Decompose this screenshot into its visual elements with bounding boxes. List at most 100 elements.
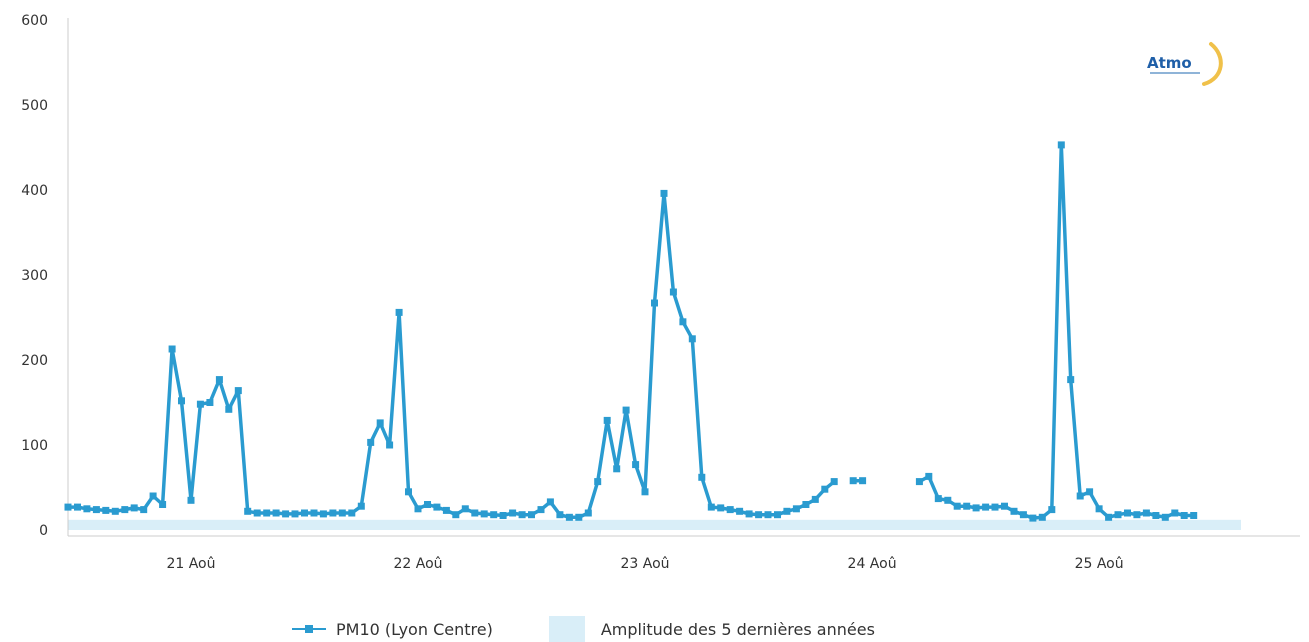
data-point[interactable] bbox=[953, 502, 961, 510]
data-point[interactable] bbox=[376, 419, 384, 427]
data-point[interactable] bbox=[651, 299, 658, 307]
data-point[interactable] bbox=[244, 507, 252, 515]
data-point[interactable] bbox=[915, 478, 923, 486]
data-point[interactable] bbox=[461, 505, 469, 513]
data-point[interactable] bbox=[329, 509, 337, 517]
data-point[interactable] bbox=[490, 511, 498, 519]
data-point[interactable] bbox=[1124, 509, 1131, 517]
data-point[interactable] bbox=[499, 512, 507, 519]
data-point[interactable] bbox=[282, 510, 290, 518]
data-point[interactable] bbox=[92, 506, 100, 514]
data-point[interactable] bbox=[225, 405, 233, 413]
data-point[interactable] bbox=[1001, 502, 1008, 510]
data-point[interactable] bbox=[471, 509, 479, 517]
data-point[interactable] bbox=[688, 335, 696, 343]
legend-item-series[interactable]: PM10 (Lyon Centre) bbox=[292, 620, 493, 639]
data-point[interactable] bbox=[480, 510, 488, 518]
data-point[interactable] bbox=[707, 503, 715, 511]
data-point[interactable] bbox=[1057, 141, 1065, 149]
data-point[interactable] bbox=[603, 416, 611, 424]
data-point[interactable] bbox=[1142, 509, 1150, 517]
data-point[interactable] bbox=[367, 438, 375, 446]
data-point[interactable] bbox=[859, 477, 867, 485]
data-point[interactable] bbox=[159, 501, 167, 508]
data-point[interactable] bbox=[196, 400, 204, 408]
data-point[interactable] bbox=[386, 441, 394, 449]
data-point[interactable] bbox=[1095, 505, 1103, 513]
data-point[interactable] bbox=[140, 506, 148, 514]
data-point[interactable] bbox=[717, 504, 725, 512]
data-point[interactable] bbox=[452, 511, 460, 519]
data-point[interactable] bbox=[792, 505, 800, 513]
data-point[interactable] bbox=[1180, 512, 1188, 519]
data-point[interactable] bbox=[1038, 513, 1046, 521]
data-point[interactable] bbox=[424, 501, 431, 508]
legend-item-band[interactable]: Amplitude des 5 dernières années bbox=[493, 616, 875, 642]
data-point[interactable] bbox=[726, 506, 734, 514]
data-point[interactable] bbox=[518, 511, 526, 519]
data-point[interactable] bbox=[130, 504, 138, 512]
data-point[interactable] bbox=[641, 488, 649, 496]
data-point[interactable] bbox=[442, 506, 450, 514]
data-point[interactable] bbox=[111, 507, 119, 515]
data-point[interactable] bbox=[272, 509, 280, 517]
data-point[interactable] bbox=[537, 506, 545, 514]
data-point[interactable] bbox=[745, 510, 753, 518]
data-point[interactable] bbox=[556, 511, 564, 519]
data-point[interactable] bbox=[1086, 488, 1094, 496]
data-point[interactable] bbox=[168, 345, 176, 353]
data-point[interactable] bbox=[584, 509, 592, 517]
data-point[interactable] bbox=[575, 513, 583, 521]
data-point[interactable] bbox=[528, 511, 535, 519]
data-point[interactable] bbox=[546, 498, 554, 506]
data-point[interactable] bbox=[301, 509, 308, 517]
data-point[interactable] bbox=[1133, 511, 1141, 519]
data-point[interactable] bbox=[253, 509, 261, 517]
data-point[interactable] bbox=[187, 496, 195, 504]
data-point[interactable] bbox=[83, 505, 91, 513]
data-point[interactable] bbox=[925, 472, 933, 480]
point-layer[interactable] bbox=[64, 141, 1198, 522]
data-point[interactable] bbox=[802, 501, 810, 508]
data-point[interactable] bbox=[783, 507, 791, 515]
data-point[interactable] bbox=[764, 511, 772, 519]
data-point[interactable] bbox=[1190, 512, 1198, 519]
data-point[interactable] bbox=[338, 509, 346, 517]
data-point[interactable] bbox=[64, 503, 72, 511]
data-point[interactable] bbox=[594, 478, 602, 486]
data-point[interactable] bbox=[178, 397, 185, 405]
data-point[interactable] bbox=[102, 506, 110, 514]
data-point[interactable] bbox=[1161, 513, 1169, 521]
data-point[interactable] bbox=[206, 399, 214, 406]
data-point[interactable] bbox=[982, 503, 990, 511]
data-point[interactable] bbox=[565, 513, 573, 521]
data-point[interactable] bbox=[1048, 506, 1056, 514]
data-point[interactable] bbox=[149, 492, 157, 500]
data-point[interactable] bbox=[963, 502, 971, 510]
data-point[interactable] bbox=[774, 511, 781, 519]
data-point[interactable] bbox=[1114, 511, 1122, 519]
data-point[interactable] bbox=[74, 503, 81, 511]
data-point[interactable] bbox=[433, 503, 441, 511]
data-point[interactable] bbox=[811, 495, 819, 503]
data-point[interactable] bbox=[310, 509, 318, 517]
data-point[interactable] bbox=[1171, 509, 1179, 517]
data-point[interactable] bbox=[622, 406, 630, 414]
data-point[interactable] bbox=[319, 510, 327, 518]
data-point[interactable] bbox=[830, 478, 838, 486]
data-point[interactable] bbox=[679, 318, 687, 326]
data-point[interactable] bbox=[1029, 514, 1037, 522]
data-point[interactable] bbox=[509, 509, 517, 517]
data-point[interactable] bbox=[234, 387, 242, 395]
data-point[interactable] bbox=[698, 473, 706, 481]
data-point[interactable] bbox=[395, 308, 403, 316]
data-point[interactable] bbox=[263, 509, 271, 517]
data-point[interactable] bbox=[972, 504, 980, 512]
data-point[interactable] bbox=[849, 477, 857, 485]
data-point[interactable] bbox=[736, 507, 744, 515]
data-point[interactable] bbox=[121, 506, 129, 514]
data-point[interactable] bbox=[357, 502, 365, 510]
data-point[interactable] bbox=[1067, 376, 1075, 384]
data-point[interactable] bbox=[1152, 512, 1160, 519]
data-point[interactable] bbox=[669, 288, 677, 296]
